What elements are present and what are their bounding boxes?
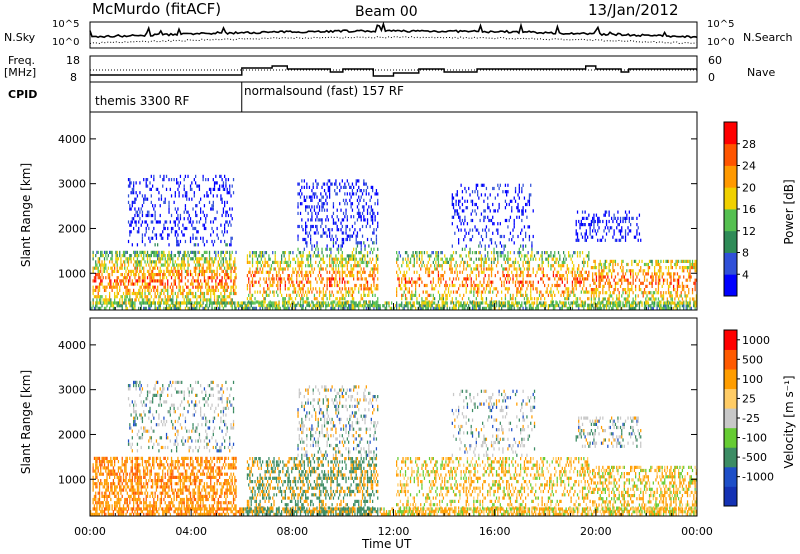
velocity-colorbar-label-2: 100 xyxy=(742,373,763,386)
velocity-ytick-label-2: 3000 xyxy=(58,384,86,397)
noise-right-tick-top: 10^5 xyxy=(707,19,735,30)
power-ytick-label-3: 4000 xyxy=(58,133,86,146)
cpid-segment-1: themis 3300 RF xyxy=(95,94,190,108)
time-xtick-label-5: 20:00 xyxy=(580,525,612,538)
power-colorbar-swatch-2 xyxy=(724,230,737,253)
noise-tick-bottom: 10^0 xyxy=(52,37,80,48)
time-xtick-label-2: 08:00 xyxy=(276,525,308,538)
power-colorbar-label-2: 12 xyxy=(742,225,756,238)
velocity-colorbar-label-5: -100 xyxy=(742,432,767,445)
velocity-colorbar-swatch-8 xyxy=(724,330,737,350)
velocity-colorbar-swatch-2 xyxy=(724,447,737,468)
power-colorbar-label-1: 8 xyxy=(742,247,749,260)
time-xtick-label-4: 16:00 xyxy=(479,525,511,538)
power-colorbar-swatch-0 xyxy=(724,274,737,297)
power-ytick-label-0: 1000 xyxy=(58,267,86,280)
velocity-colorbar-swatch-0 xyxy=(724,486,737,507)
velocity-backscatter xyxy=(90,380,697,516)
velocity-ytick-label-1: 2000 xyxy=(58,428,86,441)
freq-tick-18: 18 xyxy=(66,54,80,67)
noise-panel-frame xyxy=(89,21,698,49)
velocity-colorbar-label-1: 500 xyxy=(742,353,763,366)
nave-label: Nave xyxy=(747,66,776,79)
freq-label-2: [MHz] xyxy=(4,66,37,79)
station-title: McMurdo (fitACF) xyxy=(92,0,222,18)
nsky-trace xyxy=(89,21,698,39)
cpid-segment-2: normalsound (fast) 157 RF xyxy=(244,84,404,98)
velocity-colorbar-swatch-1 xyxy=(724,466,737,487)
time-xtick-label-3: 12:00 xyxy=(378,525,410,538)
power-colorbar-label-6: 28 xyxy=(742,138,756,151)
power-colorbar-label-0: 4 xyxy=(742,268,749,281)
time-xtick-label-1: 04:00 xyxy=(175,525,207,538)
time-xtick-label-0: 00:00 xyxy=(74,525,106,538)
power-backscatter xyxy=(90,174,697,310)
nsky-label: N.Sky xyxy=(4,31,36,44)
power-colorbar-swatch-7 xyxy=(724,122,737,145)
noise-tick-top: 10^5 xyxy=(52,19,80,30)
beam-title: Beam 00 xyxy=(355,4,418,20)
velocity-colorbar-swatch-7 xyxy=(724,349,737,370)
time-xlabel: Time UT xyxy=(362,537,412,551)
frequency-trace xyxy=(90,65,697,77)
power-colorbar-swatch-3 xyxy=(724,209,737,232)
power-colorbar-label-4: 20 xyxy=(742,181,756,194)
velocity-colorbar-label-4: -25 xyxy=(742,412,760,425)
nave-tick-60: 60 xyxy=(708,54,722,67)
noise-right-tick-bottom: 10^0 xyxy=(707,37,735,48)
nave-tick-0: 0 xyxy=(708,71,715,84)
power-colorbar-swatch-1 xyxy=(724,252,737,275)
velocity-colorbar-swatch-5 xyxy=(724,388,737,409)
velocity-colorbar-label-6: -500 xyxy=(742,451,767,464)
power-ytick-label-1: 2000 xyxy=(58,222,86,235)
date-title: 13/Jan/2012 xyxy=(588,1,679,19)
time-xtick-label-6: 00:00 xyxy=(681,525,713,538)
power-ytick-label-2: 3000 xyxy=(58,178,86,191)
velocity-colorbar-swatch-6 xyxy=(724,369,737,390)
velocity-colorbar-swatch-3 xyxy=(724,427,737,448)
power-colorbar-swatch-5 xyxy=(724,165,737,188)
velocity-colorbar-label-0: 1000 xyxy=(742,334,770,347)
power-colorbar-label-5: 24 xyxy=(742,160,756,173)
velocity-colorbar-swatch-4 xyxy=(724,408,737,429)
velocity-colorbar-label-3: 25 xyxy=(742,392,756,405)
nsearch-trace xyxy=(89,36,698,45)
power-colorbar-swatch-6 xyxy=(724,143,737,166)
cpid-label: CPID xyxy=(8,88,38,101)
nsearch-label: N.Search xyxy=(743,31,793,44)
velocity-ytick-label-0: 1000 xyxy=(58,473,86,486)
freq-tick-8: 8 xyxy=(70,71,77,84)
power-colorbar-label-3: 16 xyxy=(742,203,756,216)
power-colorbar-swatch-4 xyxy=(724,187,737,210)
freq-label-1: Freq. xyxy=(8,54,36,67)
velocity-ytick-label-3: 4000 xyxy=(58,339,86,352)
velocity-colorbar-label-7: -1000 xyxy=(742,471,774,484)
